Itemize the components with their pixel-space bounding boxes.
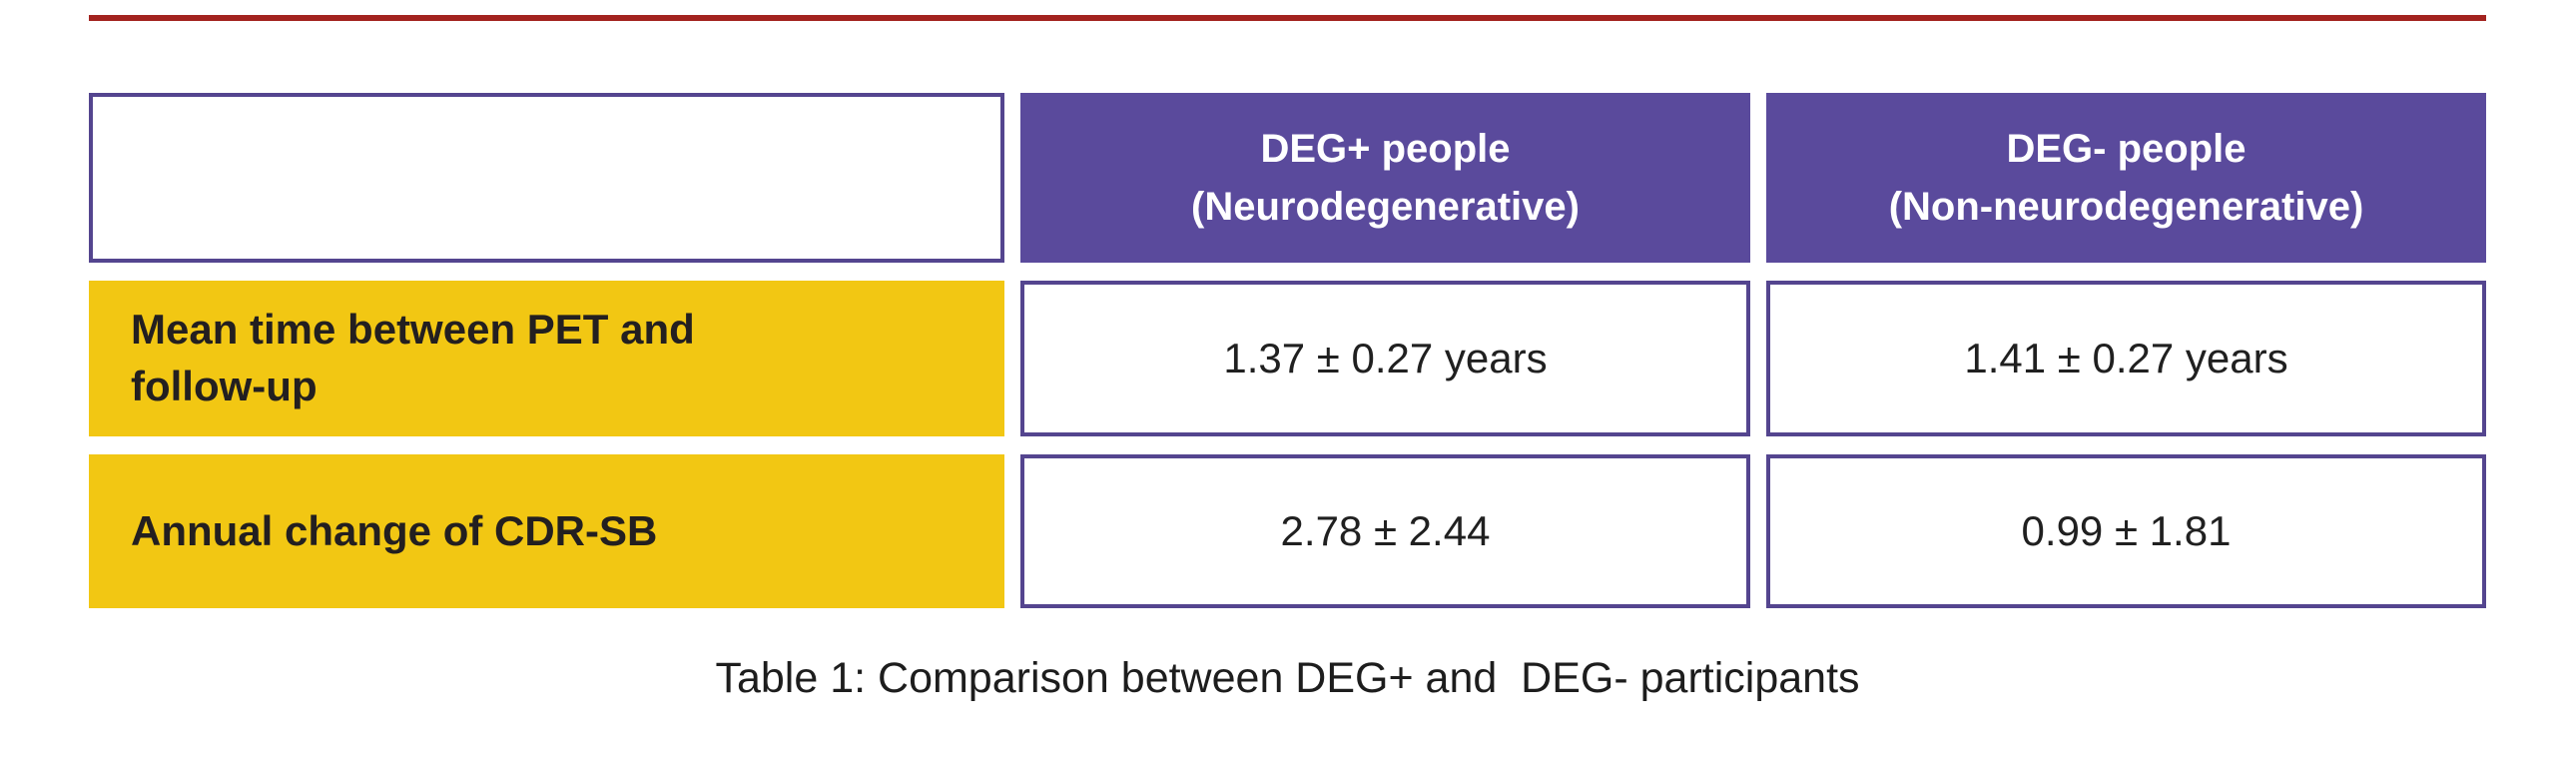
value-mean-time-deg-minus: 1.41 ± 0.27 years — [1766, 281, 2486, 436]
value-cdr-sb-deg-plus: 2.78 ± 2.44 — [1020, 454, 1750, 608]
value-mean-time-deg-plus: 1.37 ± 0.27 years — [1020, 281, 1750, 436]
row-label-mean-time: Mean time between PET and follow-up — [89, 281, 1004, 436]
table-caption: Table 1: Comparison between DEG+ and DEG… — [715, 654, 1860, 702]
corner-cell — [89, 93, 1004, 263]
column-header-deg-minus: DEG- people (Non-neurodegenerative) — [1766, 93, 2486, 263]
row-label-cdr-sb: Annual change of CDR-SB — [89, 454, 1004, 608]
value-cdr-sb-deg-minus: 0.99 ± 1.81 — [1766, 454, 2486, 608]
column-header-deg-plus: DEG+ people (Neurodegenerative) — [1020, 93, 1750, 263]
comparison-table: DEG+ people (Neurodegenerative) DEG- peo… — [89, 93, 2486, 608]
top-accent-rule — [89, 15, 2486, 21]
